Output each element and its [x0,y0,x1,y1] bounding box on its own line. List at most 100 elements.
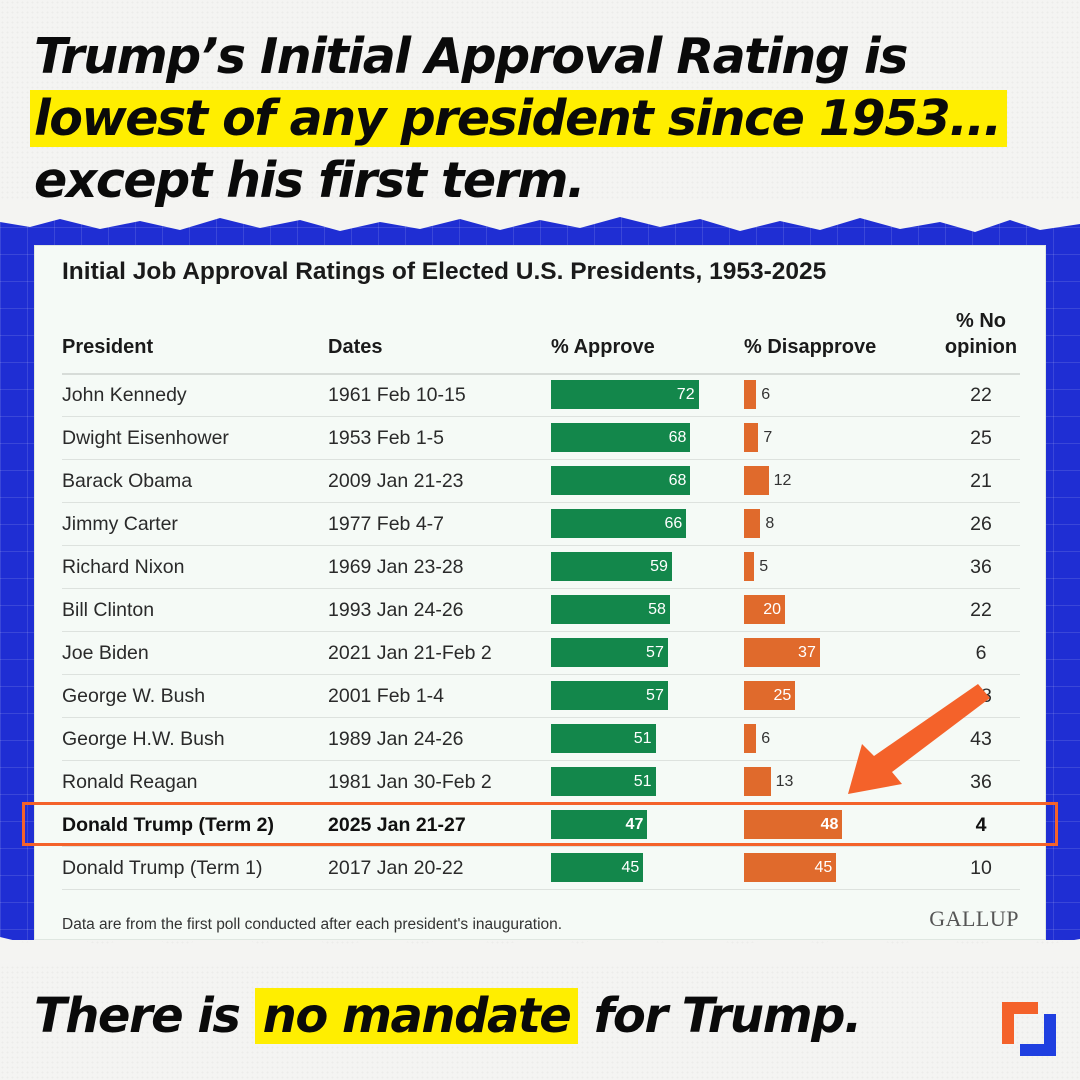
president-name: Joe Biden [62,642,149,664]
highlight-box-trump-term-2 [22,802,1058,846]
table-row: Barack Obama 2009 Jan 21-23 68 12 21 [35,460,1047,503]
no-opinion-value: 43 [970,728,992,750]
disapprove-value: 20 [763,601,781,618]
disapprove-bar [744,509,761,538]
row-divider [62,760,1020,761]
chart-title: Initial Job Approval Ratings of Elected … [62,258,827,285]
table-row: Bill Clinton 1993 Jan 24-26 58 20 22 [35,589,1047,632]
disapprove-value: 12 [773,472,792,489]
disapprove-bar [744,681,796,710]
footnote: Data are from the first poll conducted a… [62,916,563,933]
header-divider [62,373,1020,375]
no-opinion-value: 36 [970,556,992,578]
column-header-disapprove: % Disapprove [744,336,877,358]
president-name: Richard Nixon [62,556,185,578]
no-opinion-value: 10 [970,857,992,879]
bottom-headline-pre: There is [34,988,255,1044]
column-header-dates: Dates [328,336,383,358]
approve-bar [551,466,691,495]
approve-bar [551,767,656,796]
poll-dates: 1989 Jan 24-26 [328,728,464,750]
approve-value: 66 [664,515,683,532]
arrow-icon [848,684,990,794]
poll-dates: 2021 Jan 21-Feb 2 [328,642,492,664]
disapprove-bar [744,466,769,495]
approve-value: 59 [650,558,668,575]
approve-value: 68 [668,429,687,446]
poll-dates: 1953 Feb 1-5 [328,427,445,449]
approve-bar [551,552,672,581]
approve-value: 72 [676,386,695,403]
poll-dates: 1969 Jan 23-28 [328,556,464,578]
column-header-no-opinion-line-2: opinion [944,336,1018,358]
table-row: Donald Trump (Term 1) 2017 Jan 20-22 45 45 1… [35,847,1047,890]
disapprove-bar [744,423,759,452]
disapprove-bar [744,724,757,753]
disapprove-value: 8 [765,515,775,532]
disapprove-value: 13 [775,773,794,790]
disapprove-bar [744,810,843,839]
column-header-approve: % Approve [551,336,655,358]
row-divider [62,631,1020,632]
poll-dates: 2009 Jan 21-23 [328,470,464,492]
approve-bar [551,810,648,839]
row-divider [62,846,1020,847]
headline-line-2-highlighted: lowest of any president since 1953... [30,90,1007,147]
president-name: George H.W. Bush [62,728,225,750]
approve-value: 47 [625,816,644,833]
president-name: George W. Bush [62,685,206,707]
disapprove-bar [744,380,757,409]
disapprove-value: 5 [759,558,769,575]
gallup-logo: GALLUP [929,906,1019,931]
no-opinion-value: 25 [970,427,992,449]
president-name: Donald Trump (Term 2) [62,814,274,836]
row-divider [62,889,1020,890]
no-opinion-value: 4 [975,814,987,836]
torn-paper-edge-top [0,200,1080,232]
disapprove-value: 37 [798,644,816,661]
row-divider [62,717,1020,718]
row-divider [62,545,1020,546]
president-name: Ronald Reagan [62,771,198,793]
disapprove-bar [744,767,771,796]
headline-line-3: except his first term. [34,152,585,209]
approve-bar [551,724,656,753]
disapprove-bar [744,638,820,667]
president-name: Jimmy Carter [62,513,178,535]
poll-dates: 2025 Jan 21-27 [328,814,466,836]
poll-dates: 1977 Feb 4-7 [328,513,445,535]
president-name: Barack Obama [62,470,193,492]
no-opinion-value: 26 [970,513,992,535]
torn-paper-edge-bottom [0,933,1080,965]
approve-value: 58 [648,601,666,618]
table-row: Richard Nixon 1969 Jan 23-28 59 5 36 [35,546,1047,589]
table-row: Donald Trump (Term 2) 2025 Jan 21-27 47 48 4 [35,804,1047,847]
disapprove-value: 45 [814,859,833,876]
headline-line-1: Trump’s Initial Approval Rating is [34,28,908,85]
no-opinion-value: 22 [970,384,992,406]
disapprove-value: 25 [773,687,792,704]
bottom-headline-highlight: no mandate [254,988,579,1044]
no-opinion-value: 36 [970,771,992,793]
poll-dates: 2001 Feb 1-4 [328,685,445,707]
disapprove-value: 6 [761,730,771,747]
disapprove-bar [744,853,837,882]
table-row: Jimmy Carter 1977 Feb 4-7 66 8 26 [35,503,1047,546]
poll-dates: 1961 Feb 10-15 [328,384,466,406]
no-opinion-value: 6 [975,642,987,664]
approve-bar [551,638,668,667]
poll-dates: 1993 Jan 24-26 [328,599,464,621]
president-name: Bill Clinton [62,599,155,621]
approve-value: 68 [668,472,687,489]
no-opinion-value: 22 [970,599,992,621]
disapprove-bar [744,595,785,624]
disapprove-bar [744,552,755,581]
bottom-headline-post: for Trump. [578,988,863,1044]
table-row: Dwight Eisenhower 1953 Feb 1-5 68 7 25 [35,417,1047,460]
disapprove-value: 7 [763,429,773,446]
disapprove-value: 48 [820,816,839,833]
column-header-president: President [62,336,154,358]
approve-bar [551,595,670,624]
row-divider [62,502,1020,503]
approve-value: 57 [646,644,664,661]
